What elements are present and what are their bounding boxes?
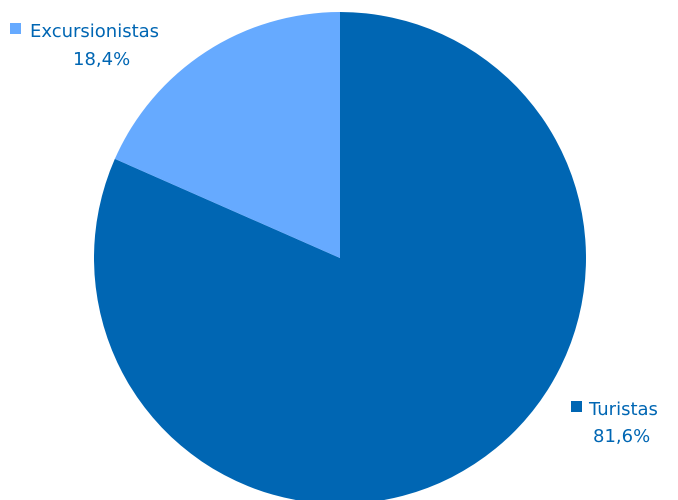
legend-marker-excursionistas xyxy=(10,23,21,34)
pie-slice-excursionistas xyxy=(114,12,340,258)
pie-slice-turistas xyxy=(94,12,586,500)
legend-marker-turistas xyxy=(571,401,582,412)
slice-label-turistas: Turistas xyxy=(588,399,658,420)
slice-value-excursionistas: 18,4% xyxy=(73,49,130,70)
slice-label-excursionistas: Excursionistas xyxy=(30,21,159,42)
slice-value-turistas: 81,6% xyxy=(593,426,650,447)
